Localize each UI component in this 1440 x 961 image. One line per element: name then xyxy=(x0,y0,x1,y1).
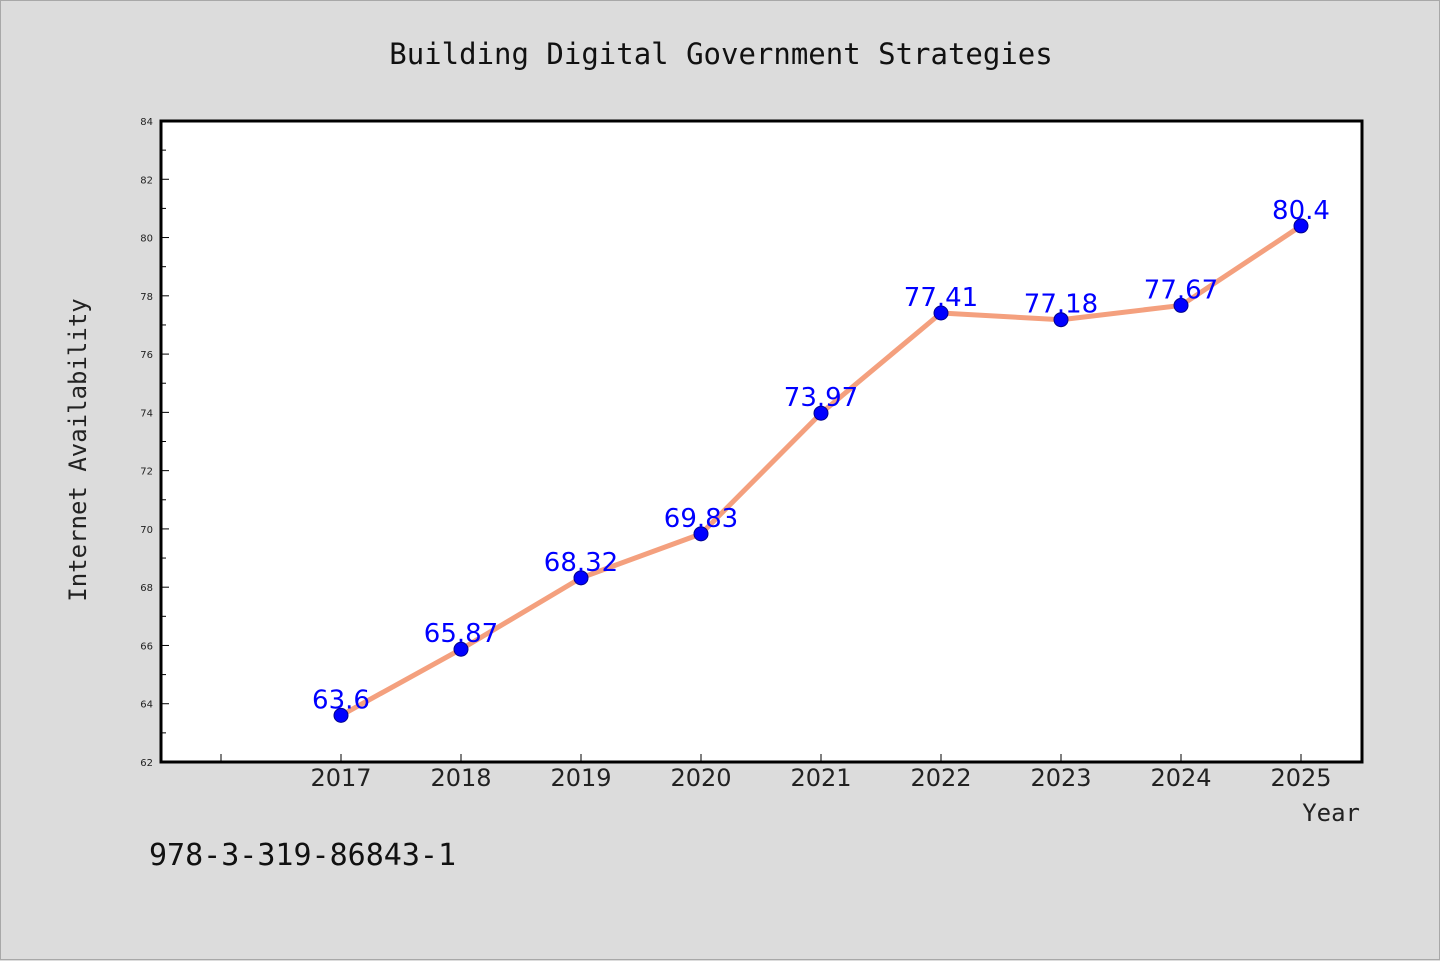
x-tick-label: 2018 xyxy=(430,764,491,792)
x-tick-label: 2020 xyxy=(670,764,731,792)
x-tick-label: 2024 xyxy=(1150,764,1211,792)
y-tick-label: 64 xyxy=(140,700,153,711)
y-tick-label: 68 xyxy=(140,583,153,594)
data-point xyxy=(813,405,829,421)
x-tick-label: 2021 xyxy=(790,764,851,792)
data-markers xyxy=(333,218,1309,723)
data-point xyxy=(933,305,949,321)
x-axis-label: Year xyxy=(1302,799,1360,827)
y-tick-label: 84 xyxy=(140,117,153,128)
y-tick-label: 76 xyxy=(140,350,153,361)
data-point xyxy=(1053,312,1069,328)
data-label: 77.41 xyxy=(904,283,978,313)
y-axis-label: Internet Availability xyxy=(64,298,92,601)
y-tick-label: 62 xyxy=(140,758,153,769)
data-label: 80.4 xyxy=(1272,196,1330,226)
x-tick-label: 2017 xyxy=(310,764,371,792)
y-tick-label: 70 xyxy=(140,525,153,536)
plot-area xyxy=(159,119,1364,764)
isbn-footer: 978-3-319-86843-1 xyxy=(149,838,456,873)
data-label: 63.6 xyxy=(312,685,370,715)
y-tick-label: 82 xyxy=(140,175,153,186)
data-label: 65.87 xyxy=(424,619,498,649)
data-label: 68.32 xyxy=(544,548,618,578)
data-label: 77.67 xyxy=(1144,275,1218,305)
data-labels: 63.6 65.87 68.32 69.83 73.97 77.41 77.18 77.67 8… xyxy=(312,196,1330,715)
data-point xyxy=(1293,218,1309,234)
x-tick-label: 2023 xyxy=(1030,764,1091,792)
y-tick-label: 78 xyxy=(140,292,153,303)
y-tick-label: 80 xyxy=(140,234,153,245)
y-tick-label: 72 xyxy=(140,467,153,478)
data-point xyxy=(453,641,469,657)
data-label: 77.18 xyxy=(1024,290,1098,320)
x-tick-label: 2019 xyxy=(550,764,611,792)
data-point xyxy=(1173,297,1189,313)
x-tick-label: 2022 xyxy=(910,764,971,792)
chart-title: Building Digital Government Strategies xyxy=(389,37,1052,71)
data-label: 73.97 xyxy=(784,383,858,413)
data-point xyxy=(333,707,349,723)
y-tick-label: 66 xyxy=(140,641,153,652)
data-point xyxy=(693,526,709,542)
x-axis: 2017 2018 2019 2020 2021 2022 2023 2024 2025 xyxy=(220,754,1332,792)
x-tick-label: 2025 xyxy=(1270,764,1331,792)
data-label: 69.83 xyxy=(664,504,738,534)
y-axis: 62 64 66 68 70 72 74 76 78 80 82 84 xyxy=(140,117,169,769)
y-tick-label: 74 xyxy=(140,408,153,419)
data-point xyxy=(573,570,589,586)
